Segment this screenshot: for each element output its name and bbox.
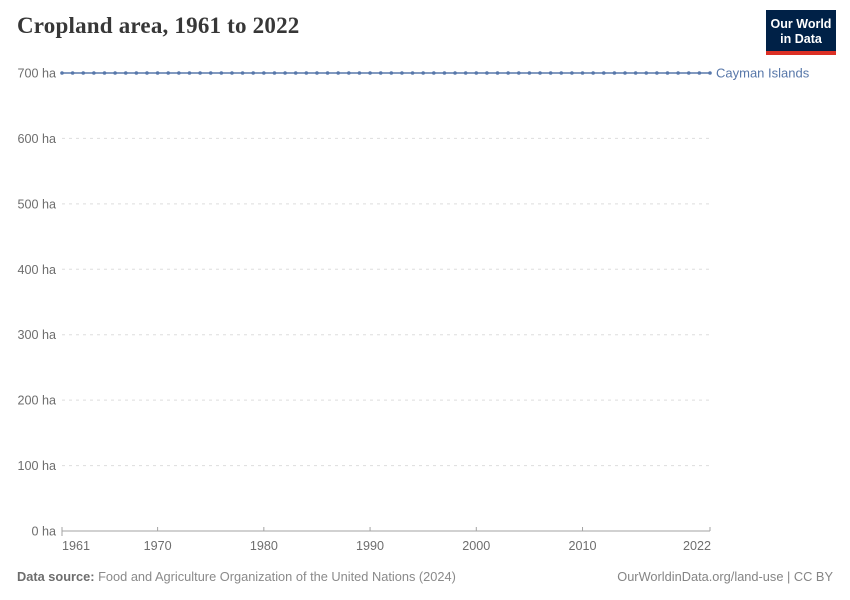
data-point[interactable]	[708, 71, 712, 75]
data-point[interactable]	[591, 71, 595, 75]
data-point[interactable]	[676, 71, 680, 75]
data-point[interactable]	[81, 71, 86, 75]
data-point[interactable]	[453, 71, 457, 75]
data-point[interactable]	[92, 71, 96, 75]
series-label[interactable]: Cayman Islands	[716, 66, 810, 81]
data-point[interactable]	[336, 71, 340, 75]
data-point[interactable]	[697, 71, 702, 75]
data-point[interactable]	[113, 71, 117, 75]
y-tick-label: 200 ha	[17, 394, 56, 408]
data-point[interactable]	[432, 71, 436, 75]
data-point[interactable]	[378, 71, 383, 75]
data-point[interactable]	[570, 71, 574, 75]
data-source-label: Data source:	[17, 569, 95, 584]
data-point[interactable]	[262, 71, 266, 75]
data-point[interactable]	[601, 71, 606, 75]
data-source-text: Food and Agriculture Organization of the…	[98, 569, 456, 584]
data-point[interactable]	[463, 71, 468, 75]
y-tick-label: 100 ha	[17, 459, 56, 473]
data-point[interactable]	[633, 71, 638, 75]
data-point[interactable]	[485, 71, 489, 75]
data-point[interactable]	[347, 71, 351, 75]
data-point[interactable]	[177, 71, 181, 75]
footer-license: | CC BY	[783, 569, 833, 584]
data-point[interactable]	[527, 71, 532, 75]
data-point[interactable]	[240, 71, 245, 75]
data-point[interactable]	[495, 71, 500, 75]
data-point[interactable]	[251, 71, 256, 75]
data-point[interactable]	[368, 71, 372, 75]
data-point[interactable]	[655, 71, 659, 75]
data-point[interactable]	[123, 71, 128, 75]
footer: Data source: Food and Agriculture Organi…	[17, 569, 833, 584]
data-point[interactable]	[219, 71, 224, 75]
data-point[interactable]	[145, 71, 149, 75]
x-tick-label: 2022	[683, 539, 711, 553]
data-point[interactable]	[230, 71, 234, 75]
data-point[interactable]	[198, 71, 202, 75]
y-tick-label: 600 ha	[17, 132, 56, 146]
data-point[interactable]	[612, 71, 617, 75]
x-tick-label: 1990	[356, 539, 384, 553]
data-point[interactable]	[665, 71, 670, 75]
data-point[interactable]	[389, 71, 394, 75]
data-point[interactable]	[155, 71, 160, 75]
data-point[interactable]	[304, 71, 309, 75]
data-point[interactable]	[580, 71, 585, 75]
owid-logo-line2: in Data	[780, 32, 822, 46]
data-point[interactable]	[272, 71, 277, 75]
footer-attribution: OurWorldinData.org/land-use | CC BY	[617, 569, 833, 584]
data-point[interactable]	[548, 71, 553, 75]
y-tick-label: 400 ha	[17, 263, 56, 277]
data-point[interactable]	[686, 71, 691, 75]
x-tick-label: 2010	[569, 539, 597, 553]
data-point[interactable]	[283, 71, 287, 75]
data-point[interactable]	[134, 71, 139, 75]
data-point[interactable]	[421, 71, 425, 75]
chart-title: Cropland area, 1961 to 2022	[17, 13, 300, 38]
data-point[interactable]	[410, 71, 415, 75]
y-tick-label: 500 ha	[17, 197, 56, 211]
x-tick-label: 1961	[62, 539, 90, 553]
data-source: Data source: Food and Agriculture Organi…	[17, 569, 456, 584]
owid-logo-line1: Our World	[770, 17, 832, 31]
data-point[interactable]	[623, 71, 627, 75]
x-tick-label: 2000	[462, 539, 490, 553]
y-tick-label: 700 ha	[17, 67, 56, 81]
data-point[interactable]	[315, 71, 319, 75]
data-point[interactable]	[516, 71, 521, 75]
data-point[interactable]	[474, 71, 479, 75]
data-point[interactable]	[102, 71, 107, 75]
data-point[interactable]	[559, 71, 564, 75]
y-tick-label: 300 ha	[17, 328, 56, 342]
data-point[interactable]	[400, 71, 404, 75]
owid-logo[interactable]: Our World in Data	[766, 10, 836, 55]
data-point[interactable]	[70, 71, 75, 75]
data-point[interactable]	[60, 71, 64, 75]
x-tick-label: 1970	[144, 539, 172, 553]
data-point[interactable]	[166, 71, 171, 75]
data-point[interactable]	[644, 71, 649, 75]
data-point[interactable]	[357, 71, 362, 75]
data-point[interactable]	[442, 71, 447, 75]
y-tick-label: 0 ha	[31, 525, 56, 539]
data-point[interactable]	[538, 71, 542, 75]
footer-link[interactable]: OurWorldinData.org/land-use	[617, 569, 784, 584]
data-point[interactable]	[187, 71, 192, 75]
data-point[interactable]	[293, 71, 298, 75]
data-point[interactable]	[208, 71, 213, 75]
data-point[interactable]	[325, 71, 330, 75]
x-tick-label: 1980	[250, 539, 278, 553]
data-point[interactable]	[506, 71, 510, 75]
